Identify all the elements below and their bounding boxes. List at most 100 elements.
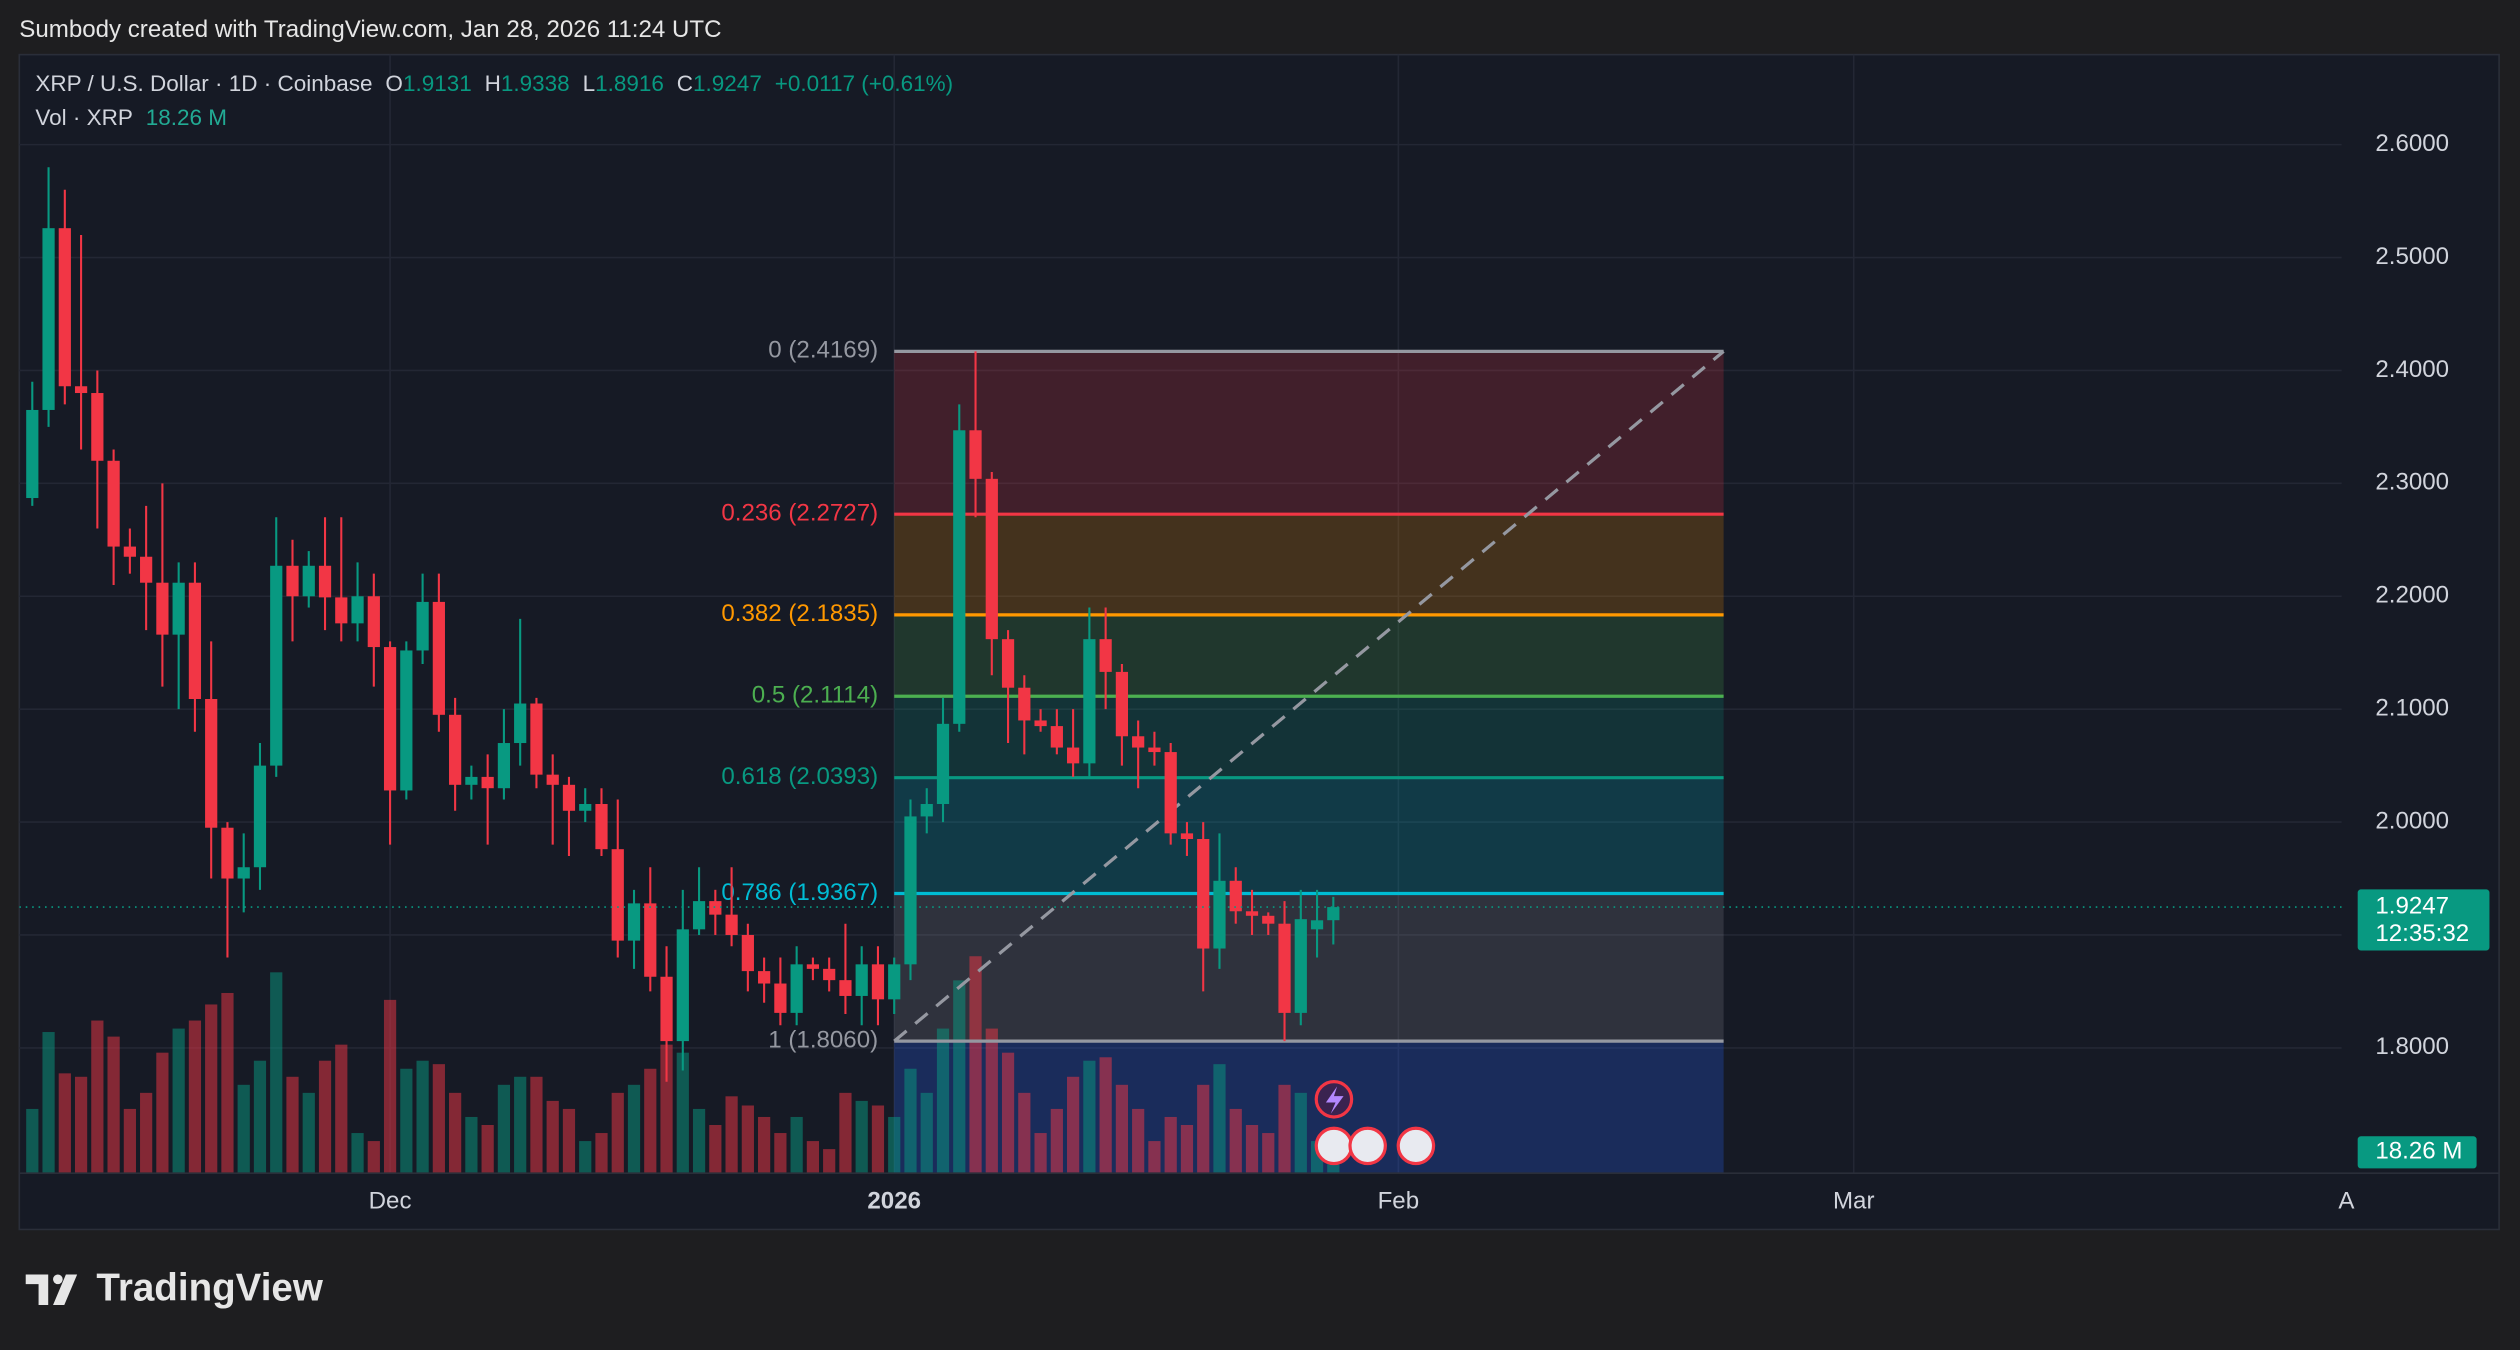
volume-bar: [497, 1084, 511, 1174]
candle-body: [74, 386, 88, 394]
volume-bar: [1132, 1108, 1145, 1174]
candle-body: [969, 430, 982, 479]
volume-bar: [205, 1004, 218, 1174]
volume-bar: [871, 1105, 885, 1174]
ohlc-value: 1.9338: [501, 71, 570, 96]
volume-bar: [1083, 1060, 1096, 1174]
volume-bar: [855, 1100, 868, 1174]
volume-bar: [709, 1125, 722, 1174]
volume-badge: [2357, 1136, 2477, 1169]
x-tick-label: Dec: [369, 1188, 412, 1215]
candle-body: [383, 647, 397, 791]
candle-body: [741, 934, 754, 972]
candle-body: [953, 430, 966, 724]
ohlc-value: 1.8916: [595, 71, 664, 96]
volume-bar: [1180, 1125, 1194, 1174]
volume-bar: [188, 1020, 202, 1174]
candle-body: [774, 983, 787, 1013]
candle-body: [1327, 907, 1340, 921]
candle-body: [107, 460, 120, 547]
candle-body: [318, 565, 332, 598]
ohlc-value: 1.9131: [403, 71, 472, 96]
candle-body: [1278, 923, 1291, 1013]
candle-body: [335, 597, 348, 624]
volume-bar: [367, 1141, 380, 1174]
volume-bar: [644, 1068, 657, 1174]
fib-label: 0.382 (2.1835): [721, 600, 878, 627]
fib-band: [894, 696, 1724, 778]
candle-body: [888, 964, 901, 1000]
volume-bar: [1278, 1084, 1291, 1174]
chart-pane: [18, 53, 2500, 1231]
y-tick-label: 2.6000: [2375, 130, 2449, 157]
volume-bar: [58, 1073, 71, 1174]
candle-body: [855, 964, 868, 996]
volume-bar: [318, 1060, 332, 1174]
y-tick-label: 2.5000: [2375, 243, 2449, 270]
candle-body: [644, 903, 657, 977]
fib-band: [894, 514, 1724, 615]
candle-body: [351, 596, 364, 624]
candle-body: [1294, 919, 1307, 1013]
volume-bar: [985, 1028, 998, 1174]
volume-bar: [465, 1116, 478, 1174]
volume-bar: [237, 1084, 250, 1174]
volume-bar: [253, 1060, 267, 1174]
candle-body: [839, 980, 852, 996]
volume-bar: [1115, 1084, 1129, 1174]
fib-label: 0 (2.4169): [768, 337, 878, 364]
candle-body: [871, 964, 885, 1000]
candle-body: [367, 596, 380, 648]
candle-body: [790, 964, 803, 1013]
candle-body: [514, 703, 527, 744]
volume-bar: [416, 1060, 429, 1174]
x-tick-label: 2026: [867, 1188, 921, 1215]
volume-bar: [969, 956, 982, 1174]
volume-bar: [579, 1141, 592, 1174]
fib-label: 0.5 (2.1114): [752, 682, 878, 709]
candle-body: [449, 714, 462, 785]
candle-body: [660, 976, 673, 1042]
volume-bar: [1018, 1092, 1031, 1174]
candle-body: [1245, 911, 1259, 916]
event-icons: [1314, 1080, 1436, 1166]
volume-bar: [172, 1028, 185, 1174]
change: +0.0117 (+0.61%): [775, 71, 953, 96]
volume-bar: [1213, 1064, 1226, 1174]
candle-body: [1001, 639, 1015, 688]
candle-body: [595, 804, 608, 850]
volume-bar: [514, 1076, 527, 1174]
y-tick-label: 2.1000: [2375, 695, 2449, 722]
candle-body: [1310, 920, 1324, 930]
ohlc-letter: O: [385, 71, 403, 96]
volume-bar: [107, 1036, 120, 1174]
y-tick-label: 2.4000: [2375, 356, 2449, 383]
volume-bar: [400, 1068, 413, 1174]
candle-body: [692, 901, 706, 930]
volume-bar: [1245, 1125, 1259, 1174]
candle-body: [188, 582, 202, 700]
volume-bar: [140, 1092, 153, 1174]
candle-body: [465, 776, 478, 785]
volume-bar: [270, 972, 283, 1174]
volume-bar: [1099, 1057, 1112, 1174]
volume-bar: [595, 1133, 608, 1174]
volume-bar: [725, 1096, 738, 1174]
attribution: Sumbody created with TradingView.com, Ja…: [19, 16, 721, 43]
volume-bar: [74, 1076, 88, 1174]
volume-bar: [91, 1020, 104, 1174]
volume-bar: [692, 1108, 706, 1174]
volume-bar: [26, 1108, 39, 1174]
fib-label: 0.236 (2.2727): [721, 500, 878, 527]
candle-body: [58, 228, 71, 387]
volume-bar: [1294, 1092, 1307, 1174]
volume-bar: [530, 1076, 543, 1174]
fib-band: [894, 614, 1724, 697]
candle-body: [302, 565, 315, 597]
candle-body: [546, 774, 559, 785]
candle-body: [1164, 752, 1177, 834]
volume-bar: [1034, 1133, 1047, 1174]
candle-body: [221, 827, 234, 879]
